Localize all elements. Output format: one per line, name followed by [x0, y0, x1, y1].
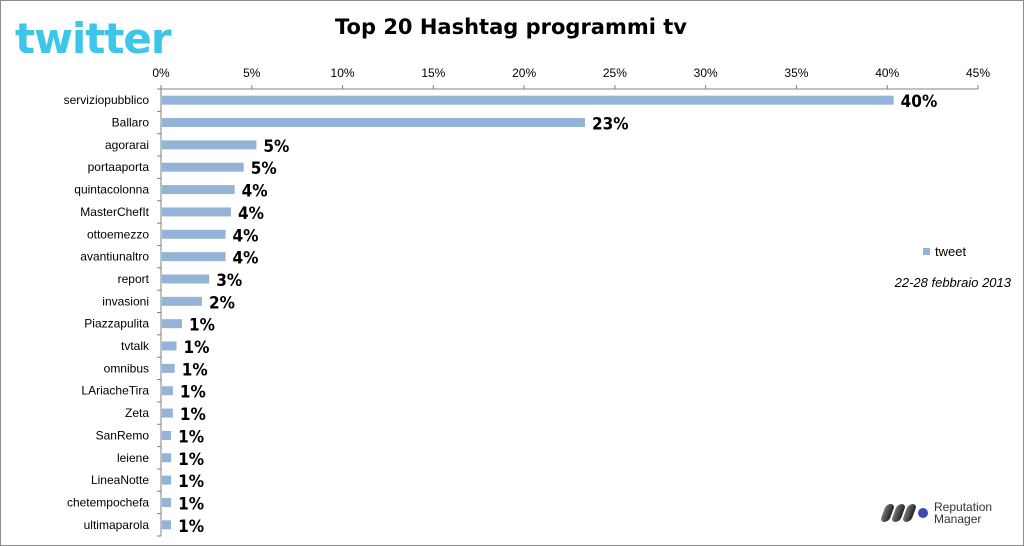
category-label: agorarai [105, 138, 149, 152]
category-label: ottoemezzo [87, 227, 149, 241]
bar [162, 207, 231, 217]
data-label: 1% [184, 338, 210, 358]
category-label: Ballaro [112, 116, 150, 130]
data-label: 5% [263, 137, 289, 157]
bar [162, 363, 175, 373]
data-label: 1% [178, 450, 204, 470]
x-tick-label: 0% [152, 66, 170, 80]
date-range-note: 22-28 febbraio 2013 [894, 275, 1011, 290]
bar [162, 319, 182, 329]
category-label: SanRemo [96, 428, 150, 442]
bar [162, 408, 173, 418]
data-label: 2% [209, 293, 235, 313]
category-label: quintacolonna [74, 183, 149, 197]
legend-swatch [923, 248, 930, 255]
bar [162, 118, 586, 128]
category-label: chetempochefa [67, 495, 149, 509]
data-label: 4% [233, 249, 259, 269]
bar [162, 430, 172, 440]
data-label: 1% [178, 427, 204, 447]
category-label: portaaporta [88, 160, 150, 174]
category-label: MasterChefIt [80, 205, 149, 219]
x-tick-label: 30% [694, 66, 718, 80]
category-label: Zeta [125, 406, 149, 420]
category-label: avantiunaltro [80, 250, 149, 264]
bar [162, 140, 257, 150]
data-label: 5% [251, 159, 277, 179]
data-label: 1% [180, 405, 206, 425]
data-label: 40% [901, 92, 938, 112]
x-tick-label: 15% [421, 66, 445, 80]
x-tick-label: 10% [331, 66, 355, 80]
data-label: 4% [238, 204, 264, 224]
bar [162, 475, 172, 485]
legend-label: tweet [935, 244, 967, 259]
data-label: 1% [180, 383, 206, 403]
category-label: tvtalk [121, 339, 150, 353]
reputation-manager-icon [879, 504, 928, 522]
chart-title: Top 20 Hashtag programmi tv [335, 15, 687, 39]
bar [162, 296, 202, 306]
category-label: LAriacheTira [81, 384, 149, 398]
twitter-logo: twitter [15, 14, 172, 63]
logo-line-1: Reputation [934, 500, 993, 514]
bar [162, 162, 244, 172]
category-label: LineaNotte [91, 473, 149, 487]
x-tick-label: 35% [784, 66, 808, 80]
data-label: 4% [233, 226, 259, 246]
data-label: 1% [182, 360, 208, 380]
x-tick-label: 20% [512, 66, 536, 80]
x-tick-label: 25% [603, 66, 627, 80]
x-tick-label: 45% [966, 66, 990, 80]
bar [162, 95, 894, 105]
bar [162, 274, 210, 284]
category-label: ultimaparola [84, 518, 150, 532]
legend: tweet [923, 244, 966, 259]
data-label: 1% [178, 517, 204, 537]
bar [162, 520, 172, 530]
bar [162, 252, 226, 262]
data-label: 1% [189, 316, 215, 336]
bar [162, 453, 172, 463]
reputation-manager-logo: Reputation Manager [879, 500, 993, 526]
category-label: report [118, 272, 150, 286]
category-label: Piazzapulita [84, 317, 149, 331]
x-tick-label: 40% [875, 66, 899, 80]
data-label: 1% [178, 472, 204, 492]
bar [162, 229, 226, 239]
data-label: 4% [242, 182, 268, 202]
bar [162, 497, 172, 507]
bar [162, 386, 173, 396]
bar [162, 341, 177, 351]
data-label: 23% [592, 115, 629, 135]
category-label: invasioni [102, 294, 149, 308]
x-tick-label: 5% [243, 66, 261, 80]
data-label: 3% [216, 271, 242, 291]
category-label: leiene [117, 451, 149, 465]
category-label: serviziopubblico [64, 93, 150, 107]
category-label: omnibus [104, 361, 149, 375]
data-label: 1% [178, 494, 204, 514]
bar [162, 185, 235, 195]
logo-line-2: Manager [934, 512, 982, 526]
